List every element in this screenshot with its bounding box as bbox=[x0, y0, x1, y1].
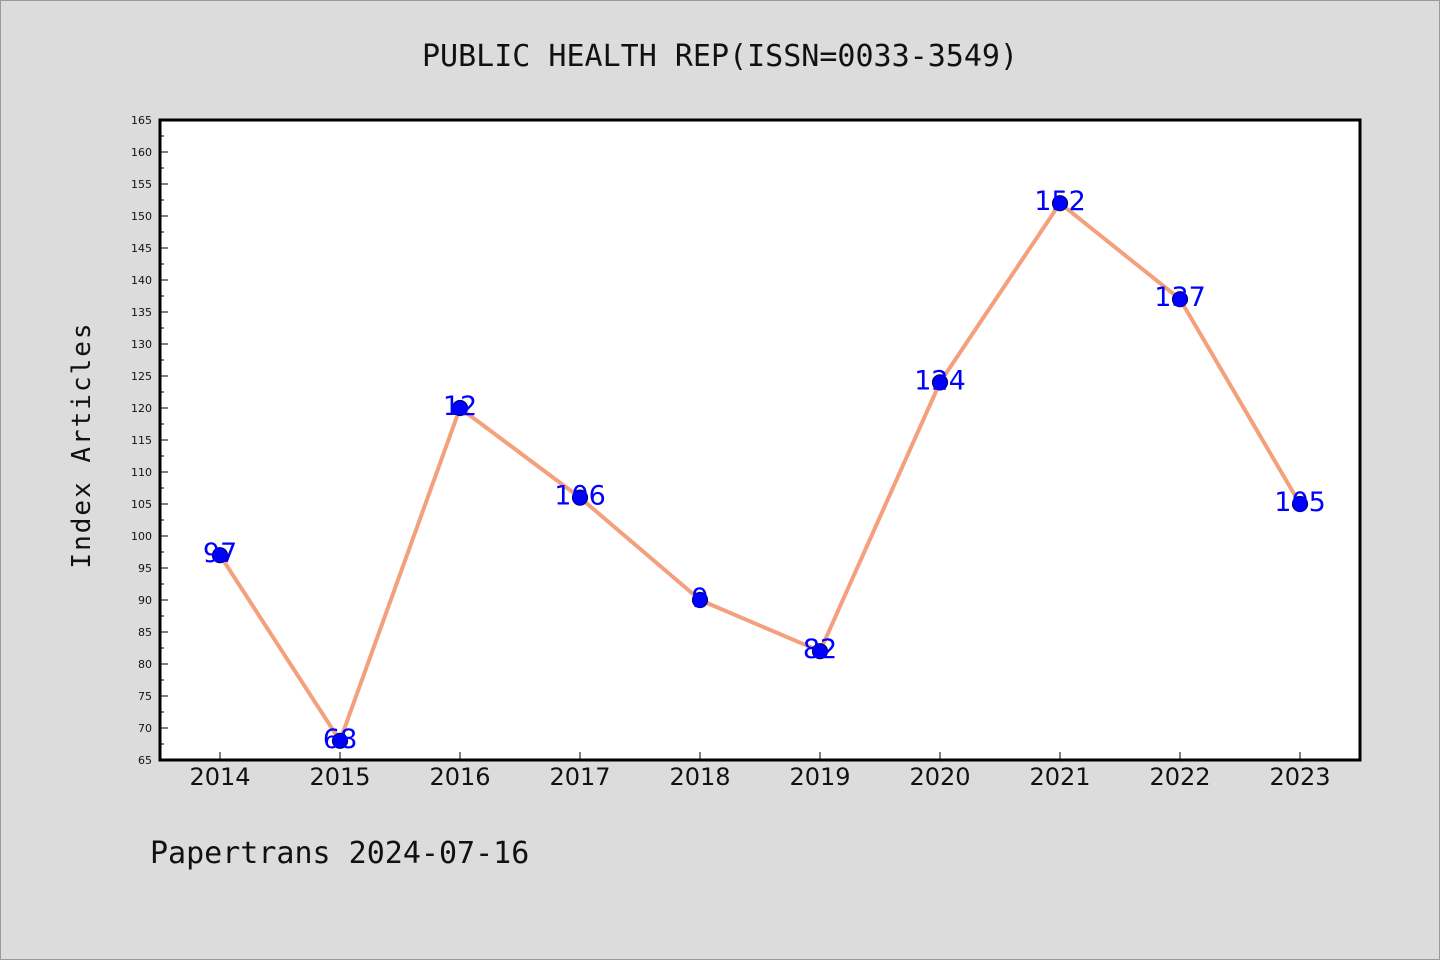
data-label: 105 bbox=[1274, 487, 1326, 518]
y-tick-label: 100 bbox=[131, 530, 152, 543]
x-tick-label: 2017 bbox=[549, 763, 610, 791]
y-tick-label: 90 bbox=[138, 594, 152, 607]
data-label: 106 bbox=[554, 481, 606, 512]
x-tick-label: 2014 bbox=[189, 763, 250, 791]
chart-title: PUBLIC HEALTH REP(ISSN=0033-3549) bbox=[422, 39, 1018, 74]
x-tick-label: 2019 bbox=[789, 763, 850, 791]
y-tick-label: 95 bbox=[138, 562, 152, 575]
x-tick-label: 2016 bbox=[429, 763, 490, 791]
series-layer: 97 68 12 106 9 82 124 152 137 105 bbox=[203, 186, 1326, 755]
y-tick-label: 105 bbox=[131, 498, 152, 511]
x-tick-label: 2022 bbox=[1149, 763, 1210, 791]
y-tick-label: 120 bbox=[131, 402, 152, 415]
y-tick-label: 125 bbox=[131, 370, 152, 383]
data-label: 9 bbox=[691, 583, 708, 614]
x-tick-label: 2023 bbox=[1269, 763, 1330, 791]
data-label: 82 bbox=[803, 634, 837, 665]
data-point bbox=[691, 591, 709, 609]
data-point bbox=[211, 547, 229, 564]
y-tick-label: 115 bbox=[131, 434, 152, 447]
footer-text: Papertrans 2024-07-16 bbox=[150, 836, 529, 871]
data-label: 137 bbox=[1154, 282, 1206, 313]
y-tick-label: 150 bbox=[131, 210, 152, 223]
y-axis-label: Index Articles bbox=[67, 321, 97, 568]
y-tick-label: 135 bbox=[131, 306, 152, 319]
y-tick-label: 130 bbox=[131, 338, 152, 351]
data-point bbox=[931, 374, 949, 391]
x-tick-label: 2018 bbox=[669, 763, 730, 791]
data-label: 124 bbox=[914, 365, 966, 396]
y-tick-label: 85 bbox=[138, 626, 152, 639]
x-tick-label: 2020 bbox=[909, 763, 970, 791]
data-label: 68 bbox=[323, 724, 357, 755]
y-tick-label: 165 bbox=[131, 114, 152, 127]
x-axis: 2014 2015 2016 2017 2018 2019 2020 2021 2022 2023 bbox=[189, 752, 1331, 791]
y-tick-label: 65 bbox=[138, 754, 152, 767]
data-point bbox=[1051, 195, 1069, 212]
data-point bbox=[571, 489, 589, 506]
data-point bbox=[811, 643, 829, 660]
data-point bbox=[1291, 495, 1309, 513]
plot-area bbox=[158, 118, 1362, 762]
data-point bbox=[1171, 291, 1189, 308]
y-tick-label: 160 bbox=[131, 146, 152, 159]
data-label: 12 bbox=[443, 391, 477, 422]
data-label: 152 bbox=[1034, 186, 1086, 217]
data-point bbox=[451, 399, 469, 417]
x-tick-label: 2021 bbox=[1029, 763, 1090, 791]
y-tick-label: 70 bbox=[138, 722, 152, 735]
x-tick-label: 2015 bbox=[309, 763, 370, 791]
y-tick-label: 80 bbox=[138, 658, 152, 671]
y-tick-label: 155 bbox=[131, 178, 152, 191]
y-tick-label: 145 bbox=[131, 242, 152, 255]
data-label: 97 bbox=[203, 538, 237, 569]
series-line bbox=[218, 201, 1302, 743]
y-axis: 65 70 75 80 85 90 95 100 105 110 115 120 125 130 135 14… bbox=[131, 114, 168, 767]
y-tick-label: 140 bbox=[131, 274, 152, 287]
y-tick-label: 110 bbox=[131, 466, 152, 479]
y-tick-label: 75 bbox=[138, 690, 152, 703]
data-point bbox=[331, 732, 349, 749]
